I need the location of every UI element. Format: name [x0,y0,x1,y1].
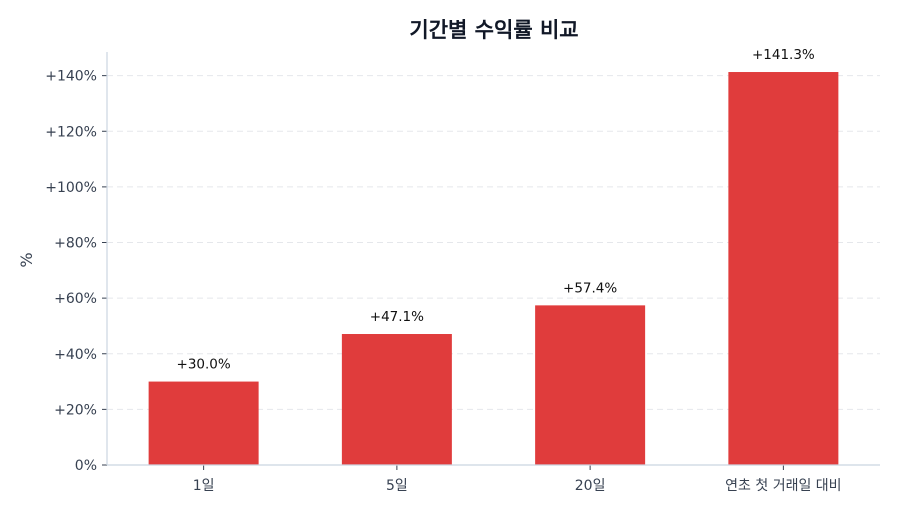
y-tick-label: +120% [45,124,97,140]
bar [728,72,839,466]
y-tick-label: +140% [45,69,97,85]
bar [341,334,452,465]
data-label: +141.3% [752,47,815,63]
chart-title: 기간별 수익률 비교 [409,18,578,42]
y-tick-label: +40% [54,347,97,363]
y-tick-label: +100% [45,180,97,196]
data-label: +57.4% [563,280,617,296]
x-tick-label: 1일 [193,478,215,494]
y-tick-label: +80% [54,236,97,252]
y-tick-label: +60% [54,291,97,307]
x-tick-label: 5일 [386,478,408,494]
y-axis-label: % [17,252,36,267]
y-tick-label: +20% [54,402,97,418]
x-tick-label: 20일 [575,478,606,494]
bar [535,305,646,465]
data-label: +47.1% [370,309,424,325]
bar [148,381,259,465]
data-label: +30.0% [177,357,231,373]
x-tick-label: 연초 첫 거래일 대비 [725,478,841,494]
y-tick-label: 0% [75,458,97,474]
